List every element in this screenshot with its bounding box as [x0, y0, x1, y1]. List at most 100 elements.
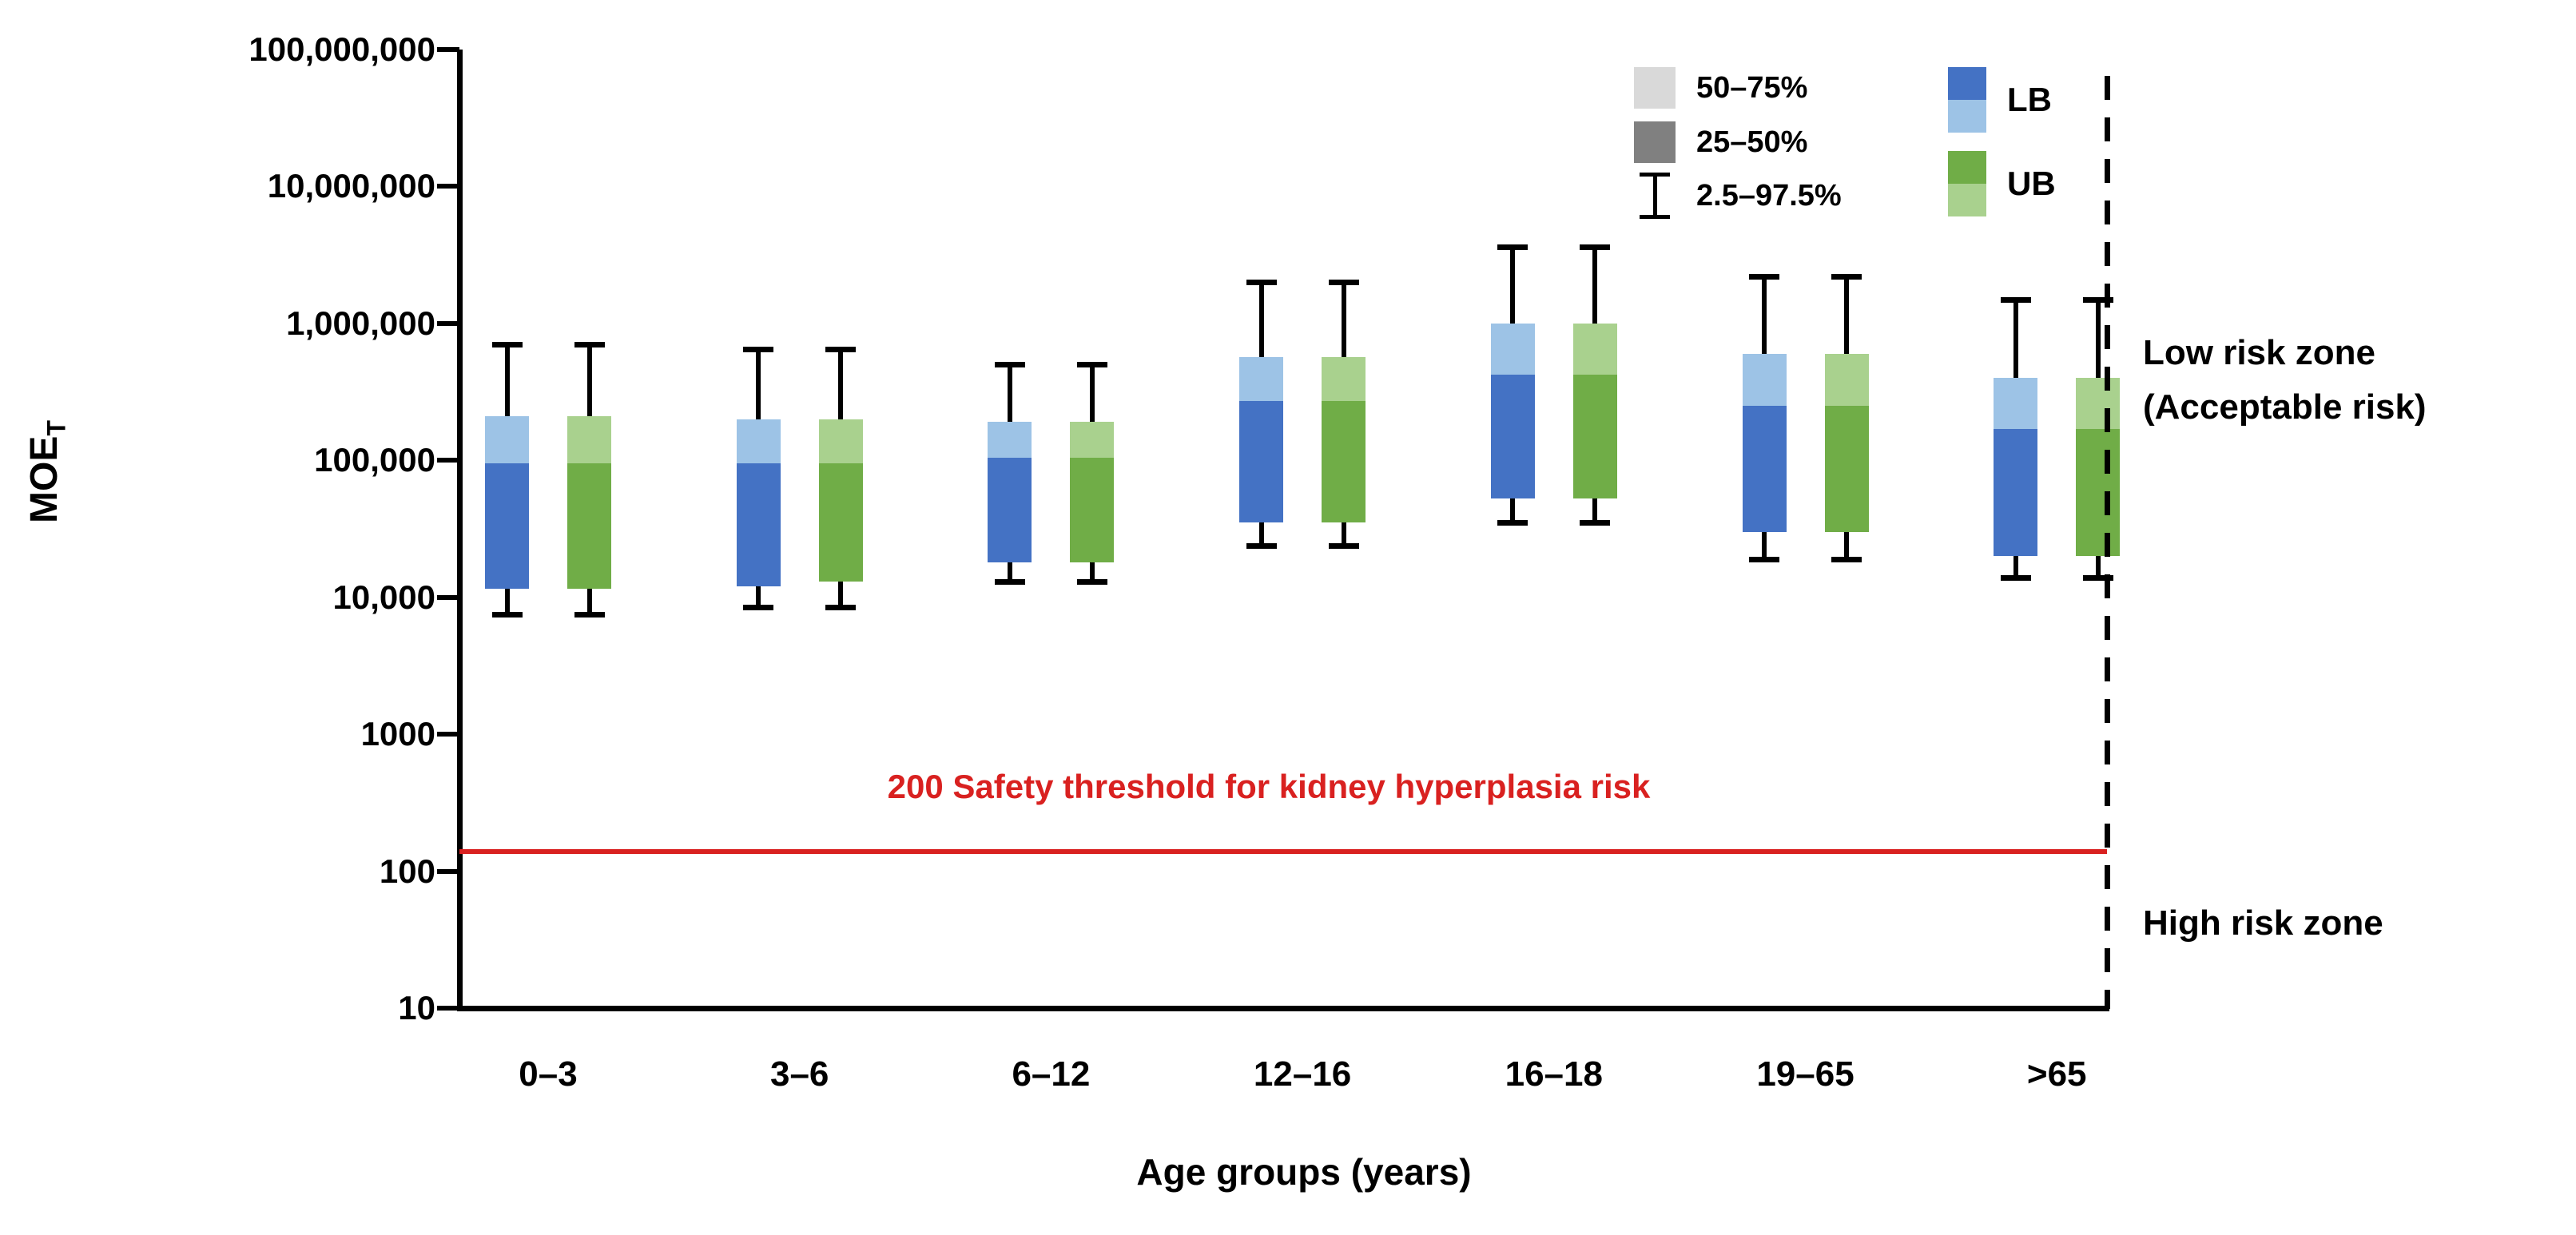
whisker-lower-UB	[1592, 498, 1598, 523]
whisker-lower-LB	[504, 589, 510, 615]
threshold-label: 200 Safety threshold for kidney hyperpla…	[887, 767, 1651, 805]
y-tick-label: 1000	[360, 715, 435, 753]
whisker-lower-LB	[2013, 556, 2018, 578]
whisker-cap-bottom-UB	[574, 612, 605, 618]
box-25-50-LB	[1239, 401, 1284, 523]
box-50-75-UB	[818, 419, 863, 464]
x-category-label: 3–6	[769, 1054, 829, 1094]
whisker-cap-top-UB	[1831, 274, 1862, 280]
x-category-label: 16–18	[1505, 1054, 1603, 1094]
whisker-lower-UB	[2095, 556, 2101, 578]
box-25-50-LB	[988, 457, 1032, 562]
box-50-75-UB	[1070, 422, 1115, 458]
box-25-50-UB	[567, 463, 611, 590]
legend-item-5075: 50–75%	[1634, 67, 1807, 109]
y-tick-mark	[437, 458, 459, 463]
whisker-cap-top-LB	[994, 362, 1025, 368]
box-50-75-UB	[567, 416, 611, 464]
whisker-cap-bottom-UB	[825, 604, 857, 610]
box-50-75-LB	[1490, 323, 1535, 375]
box-50-75-UB	[1322, 356, 1366, 402]
box-25-50-UB	[1824, 406, 1869, 532]
x-axis-line	[457, 1006, 2109, 1011]
whisker-cap-bottom-LB	[1749, 556, 1779, 562]
whisker-upper-UB	[1341, 282, 1346, 357]
whisker-lower-LB	[1258, 522, 1264, 546]
box-25-50-UB	[1322, 401, 1366, 523]
whisker-cap-top-LB	[1749, 274, 1779, 280]
legend-swatch-dark	[1948, 67, 1986, 100]
low-risk-zone-line1: Low risk zone	[2143, 333, 2375, 372]
box-25-50-UB	[2076, 428, 2121, 557]
whisker-cap-bottom-LB	[1246, 542, 1277, 549]
box-50-75-UB	[1824, 353, 1869, 407]
box-50-75-UB	[2076, 378, 2121, 429]
box-50-75-LB	[988, 422, 1032, 458]
legend-item-25975: 2.5–97.5%	[1634, 173, 1842, 219]
legend-label: 50–75%	[1696, 71, 1808, 105]
high-risk-zone-label: High risk zone	[2143, 903, 2383, 943]
whisker-cap-top-LB	[743, 346, 774, 352]
threshold-line	[459, 848, 2107, 854]
whisker-lower-LB	[1510, 498, 1516, 523]
y-tick-label: 100	[379, 852, 435, 890]
box-50-75-LB	[1742, 353, 1787, 407]
x-category-label: 0–3	[519, 1054, 578, 1094]
box-50-75-UB	[1572, 323, 1617, 375]
box-50-75-LB	[485, 416, 529, 464]
whisker-cap-top-LB	[1246, 280, 1277, 286]
whisker-cap-bottom-LB	[491, 612, 523, 618]
whisker-cap-bottom-UB	[1076, 579, 1107, 586]
y-axis-title-subscript: T	[42, 420, 71, 436]
x-axis-title: Age groups (years)	[1136, 1151, 1472, 1193]
box-25-50-LB	[736, 463, 781, 587]
box-50-75-LB	[1239, 356, 1284, 402]
legend-label: LB	[2007, 81, 2052, 118]
whisker-upper-LB	[1762, 276, 1767, 354]
legend-swatch	[1634, 121, 1676, 163]
x-category-label: 6–12	[1012, 1054, 1091, 1094]
box-25-50-UB	[1070, 457, 1115, 562]
box-25-50-LB	[1490, 375, 1535, 498]
whisker-upper-UB	[586, 344, 592, 417]
legend-swatch-stack-UB	[1948, 151, 1986, 216]
whisker-upper-LB	[1510, 247, 1516, 324]
y-tick-mark	[437, 732, 459, 737]
whisker-cap-top-UB	[574, 342, 605, 348]
box-50-75-LB	[1994, 378, 2038, 429]
whisker-cap-bottom-UB	[1831, 556, 1862, 562]
whisker-lower-LB	[756, 586, 761, 607]
whisker-upper-UB	[1089, 364, 1095, 423]
y-tick-label: 10	[398, 989, 435, 1027]
low-risk-zone-label: Low risk zone (Acceptable risk)	[2143, 326, 2427, 435]
whisker-lower-UB	[1089, 562, 1095, 582]
y-tick-mark	[437, 47, 459, 52]
whisker-cap-top-UB	[825, 346, 857, 352]
whisker-upper-LB	[756, 348, 761, 419]
box-25-50-LB	[485, 463, 529, 590]
whisker-cap-top-UB	[2082, 296, 2113, 303]
y-tick-label: 100,000	[314, 441, 435, 479]
whisker-upper-UB	[838, 348, 844, 419]
whisker-upper-UB	[1592, 247, 1598, 324]
whisker-cap-bottom-UB	[1328, 542, 1359, 549]
legend-item-UB: UB	[1948, 151, 2056, 216]
whisker-cap-bottom-LB	[743, 604, 774, 610]
whisker-cap-top-LB	[491, 342, 523, 348]
errorbar-icon	[1634, 173, 1676, 219]
low-risk-zone-line2: (Acceptable risk)	[2143, 387, 2427, 427]
whisker-upper-UB	[1844, 276, 1849, 354]
whisker-cap-top-UB	[1580, 244, 1611, 251]
whisker-cap-bottom-LB	[2000, 574, 2031, 581]
legend-swatch-dark	[1948, 151, 1986, 184]
legend-label: UB	[2007, 165, 2056, 202]
risk-zone-divider-dashed-line	[2105, 76, 2110, 1009]
whisker-cap-top-UB	[1076, 362, 1107, 368]
box-25-50-LB	[1994, 428, 2038, 557]
y-tick-mark	[437, 184, 459, 189]
whisker-upper-LB	[1258, 282, 1264, 357]
whisker-lower-UB	[838, 582, 844, 607]
whisker-lower-UB	[1844, 531, 1849, 559]
y-tick-label: 1,000,000	[286, 304, 435, 342]
